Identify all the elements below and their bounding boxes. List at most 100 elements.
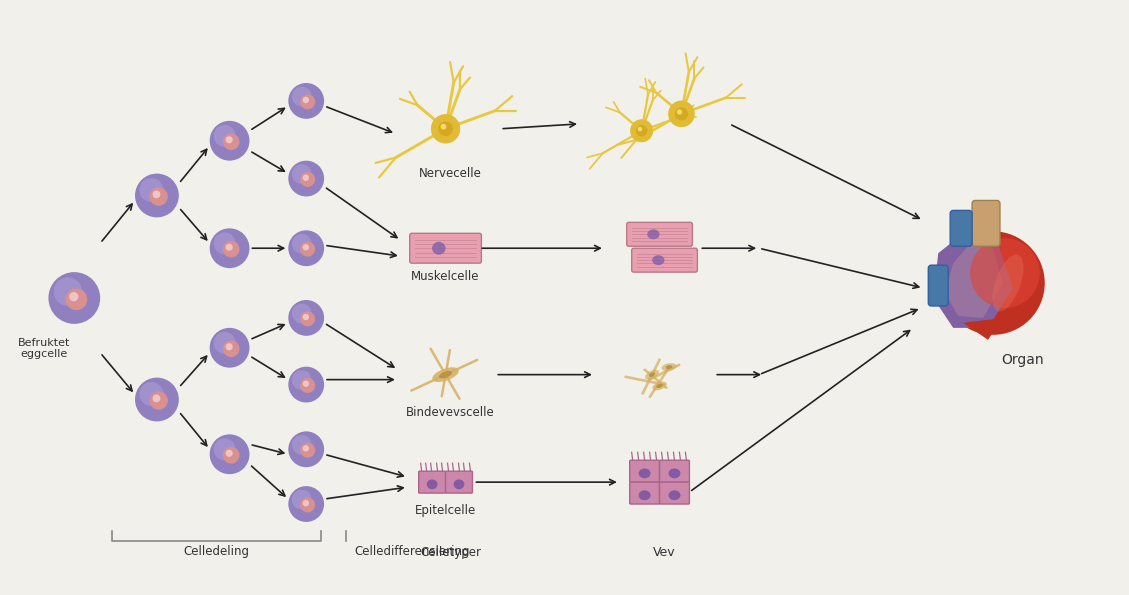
Circle shape xyxy=(210,434,250,474)
FancyBboxPatch shape xyxy=(951,211,972,246)
Circle shape xyxy=(303,314,309,320)
Circle shape xyxy=(53,277,82,306)
Circle shape xyxy=(222,241,239,258)
Ellipse shape xyxy=(668,468,681,478)
Circle shape xyxy=(303,380,309,387)
Circle shape xyxy=(292,303,312,323)
Circle shape xyxy=(222,447,239,464)
Circle shape xyxy=(149,392,168,410)
FancyBboxPatch shape xyxy=(630,482,659,504)
Circle shape xyxy=(438,121,453,136)
Circle shape xyxy=(213,232,236,254)
FancyBboxPatch shape xyxy=(972,201,1000,246)
Ellipse shape xyxy=(439,371,453,378)
Circle shape xyxy=(636,125,647,136)
Ellipse shape xyxy=(653,255,665,265)
Polygon shape xyxy=(945,240,1003,318)
Circle shape xyxy=(300,242,315,256)
FancyBboxPatch shape xyxy=(419,471,446,493)
Ellipse shape xyxy=(992,255,1024,311)
Text: Vev: Vev xyxy=(654,546,676,559)
FancyBboxPatch shape xyxy=(659,482,690,504)
Ellipse shape xyxy=(645,369,659,380)
Circle shape xyxy=(300,443,315,458)
Circle shape xyxy=(292,87,312,107)
Circle shape xyxy=(152,394,160,402)
Ellipse shape xyxy=(668,490,681,500)
Circle shape xyxy=(288,230,324,266)
Circle shape xyxy=(970,238,1040,308)
Ellipse shape xyxy=(639,490,650,500)
Text: Bindevevscelle: Bindevevscelle xyxy=(406,406,495,419)
Text: Organ: Organ xyxy=(1001,353,1044,367)
Circle shape xyxy=(288,367,324,402)
Text: Epitelcelle: Epitelcelle xyxy=(415,504,476,517)
Circle shape xyxy=(300,378,315,393)
Polygon shape xyxy=(963,318,1003,340)
Circle shape xyxy=(300,94,315,109)
Circle shape xyxy=(288,486,324,522)
Circle shape xyxy=(152,190,160,198)
Circle shape xyxy=(49,272,100,324)
Ellipse shape xyxy=(662,363,676,371)
Ellipse shape xyxy=(656,384,663,388)
Text: Muskelcelle: Muskelcelle xyxy=(411,270,480,283)
Circle shape xyxy=(300,311,315,326)
Circle shape xyxy=(213,125,236,147)
FancyBboxPatch shape xyxy=(446,471,472,493)
Circle shape xyxy=(139,382,164,406)
Text: Nervecelle: Nervecelle xyxy=(419,167,482,180)
Circle shape xyxy=(668,101,694,127)
Circle shape xyxy=(135,378,178,421)
Ellipse shape xyxy=(454,480,464,489)
Circle shape xyxy=(431,114,461,143)
Circle shape xyxy=(668,101,694,127)
Circle shape xyxy=(638,127,642,131)
Circle shape xyxy=(149,187,168,206)
Circle shape xyxy=(213,439,236,461)
Ellipse shape xyxy=(639,468,650,478)
Text: Celledeling: Celledeling xyxy=(184,545,250,558)
Circle shape xyxy=(226,450,233,457)
Ellipse shape xyxy=(649,372,655,377)
Circle shape xyxy=(440,124,446,130)
Circle shape xyxy=(65,289,87,310)
Circle shape xyxy=(226,244,233,251)
FancyBboxPatch shape xyxy=(928,265,948,306)
Circle shape xyxy=(303,244,309,250)
FancyBboxPatch shape xyxy=(659,461,690,482)
Circle shape xyxy=(135,174,178,217)
Circle shape xyxy=(69,292,78,301)
Circle shape xyxy=(303,500,309,506)
Text: Celledifferensiering: Celledifferensiering xyxy=(355,545,470,558)
Ellipse shape xyxy=(666,365,672,369)
Ellipse shape xyxy=(432,242,446,255)
Circle shape xyxy=(288,431,324,467)
Circle shape xyxy=(288,161,324,196)
Circle shape xyxy=(210,228,250,268)
Circle shape xyxy=(292,435,312,455)
FancyBboxPatch shape xyxy=(627,223,692,246)
FancyBboxPatch shape xyxy=(630,461,659,482)
Circle shape xyxy=(288,83,324,119)
Circle shape xyxy=(942,231,1044,335)
Circle shape xyxy=(222,340,239,357)
Circle shape xyxy=(630,120,653,142)
Circle shape xyxy=(292,234,312,253)
Text: Befruktet
eggcelle: Befruktet eggcelle xyxy=(18,338,71,359)
FancyBboxPatch shape xyxy=(632,248,698,272)
Circle shape xyxy=(292,164,312,184)
Polygon shape xyxy=(934,233,1013,328)
Circle shape xyxy=(303,97,309,104)
Circle shape xyxy=(213,332,236,354)
Ellipse shape xyxy=(653,381,667,390)
Circle shape xyxy=(677,109,682,115)
Circle shape xyxy=(303,445,309,452)
Ellipse shape xyxy=(427,480,438,489)
Circle shape xyxy=(431,114,461,143)
Ellipse shape xyxy=(432,367,458,382)
Circle shape xyxy=(226,136,233,143)
Text: Celletyper: Celletyper xyxy=(420,546,481,559)
Circle shape xyxy=(292,490,312,509)
Ellipse shape xyxy=(647,229,659,239)
